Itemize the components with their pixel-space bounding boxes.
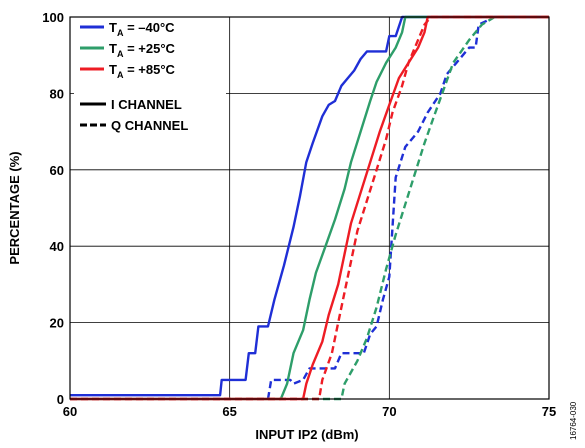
legend-entry-prefix: T <box>109 62 117 77</box>
figure-id: 16764-030 <box>569 401 578 440</box>
series-line-q-5 <box>70 15 549 401</box>
series-line-i-4 <box>70 15 549 401</box>
legend-entry-sub: A <box>117 49 124 59</box>
series-line-q-1 <box>70 15 549 401</box>
legend-style-label: I CHANNEL <box>111 97 182 112</box>
x-tick-label: 70 <box>382 404 396 419</box>
legend-entry: TA = –40°C <box>109 20 175 38</box>
y-tick-label: 80 <box>50 86 64 101</box>
y-tick-label: 0 <box>57 392 64 407</box>
legend: TA = –40°CTA = +25°CTA = +85°CI CHANNELQ… <box>74 20 226 140</box>
y-axis-title: PERCENTAGE (%) <box>7 151 22 264</box>
x-tick-label: 65 <box>222 404 236 419</box>
legend-entry-prefix: T <box>109 20 117 35</box>
x-tick-label: 75 <box>542 404 556 419</box>
legend-background <box>74 20 226 140</box>
x-axis-title: INPUT IP2 (dBm) <box>255 427 358 442</box>
x-tick-labels: 60 65 70 75 <box>63 404 556 419</box>
y-tick-label: 20 <box>50 316 64 331</box>
legend-entry-suffix: = –40°C <box>123 20 175 35</box>
legend-entry-suffix: = +85°C <box>123 62 175 77</box>
x-tick-label: 60 <box>63 404 77 419</box>
y-tick-label: 100 <box>42 10 64 25</box>
y-tick-label: 40 <box>50 239 64 254</box>
legend-entry-prefix: T <box>109 41 117 56</box>
y-tick-labels: 0 20 40 60 80 100 <box>42 10 64 407</box>
y-tick-label: 60 <box>50 163 64 178</box>
series-line-i-2 <box>70 15 549 401</box>
legend-entry-suffix: = +25°C <box>123 41 175 56</box>
series-line-i-0 <box>70 15 549 397</box>
series-line-q-3 <box>70 15 549 401</box>
legend-entry-sub: A <box>117 70 124 80</box>
legend-style-label: Q CHANNEL <box>111 118 188 133</box>
legend-entry: TA = +85°C <box>109 62 176 80</box>
legend-entry-sub: A <box>117 28 124 38</box>
legend-entry: TA = +25°C <box>109 41 176 59</box>
series-lines <box>70 15 549 401</box>
plot-frame <box>69 16 550 400</box>
